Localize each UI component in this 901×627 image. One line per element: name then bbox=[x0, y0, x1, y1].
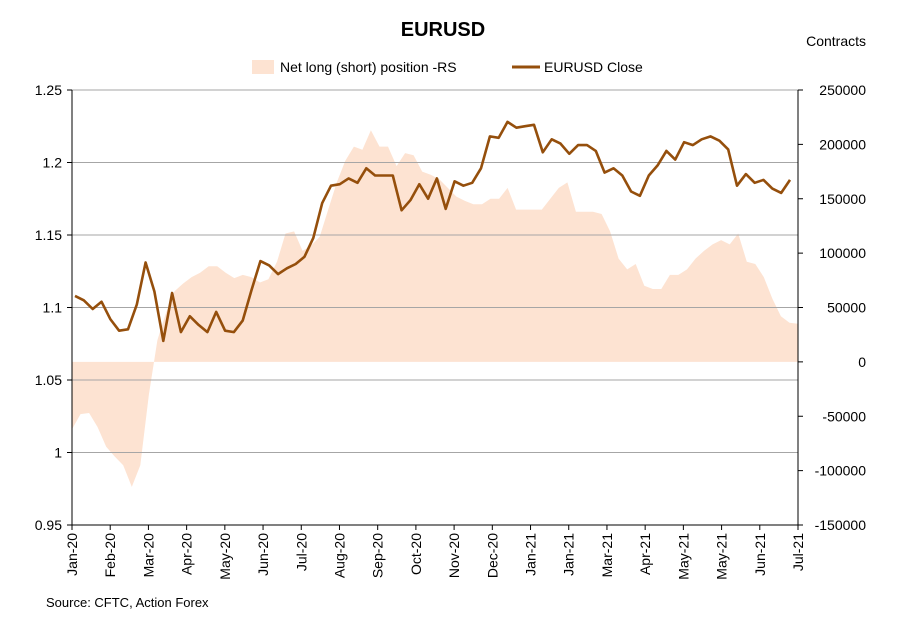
x-axis-tick-label: Jan-20 bbox=[64, 533, 80, 576]
x-axis-tick-label: Dec-20 bbox=[484, 533, 500, 578]
right-axis-tick-label: 250000 bbox=[819, 82, 866, 98]
right-axis-tick-label: 150000 bbox=[819, 191, 866, 207]
x-axis-tick-label: Sep-20 bbox=[370, 533, 386, 578]
x-axis-tick-label: Jan-21 bbox=[523, 533, 539, 576]
x-axis-tick-label: Oct-20 bbox=[408, 533, 424, 575]
x-axis-tick-label: Feb-20 bbox=[102, 533, 118, 578]
x-axis-tick-label: Mar-20 bbox=[140, 533, 156, 578]
left-axis-tick-label: 1.2 bbox=[43, 155, 63, 171]
legend-label-eurusd-close: EURUSD Close bbox=[544, 59, 643, 75]
chart-title: EURUSD bbox=[401, 19, 485, 41]
right-axis-tick-label: 100000 bbox=[819, 245, 866, 261]
area-layer bbox=[72, 130, 798, 487]
eurusd-close-line bbox=[74, 120, 792, 343]
x-axis-tick-label: Jun-20 bbox=[255, 533, 271, 576]
x-axis-tick-label: Jul-20 bbox=[293, 533, 309, 571]
x-axis-tick-label: May-21 bbox=[714, 533, 730, 580]
net-position-area bbox=[72, 130, 798, 487]
x-axis-tick-label: May-20 bbox=[217, 533, 233, 580]
legend-swatch-net-position bbox=[252, 60, 274, 74]
right-axis-tick-label: 200000 bbox=[819, 136, 866, 152]
left-axis-tick-label: 1.25 bbox=[35, 82, 62, 98]
x-axis-tick-label: Nov-20 bbox=[446, 533, 462, 578]
right-axis-tick-label: -50000 bbox=[822, 408, 866, 424]
legend: Net long (short) position -RS EURUSD Clo… bbox=[252, 59, 643, 75]
left-axis-tick-label: 1.1 bbox=[43, 300, 63, 316]
x-axis-tick-label: May-21 bbox=[675, 533, 691, 580]
label-layer: 0.95 1 1.05 1.1 1.15 1.2 1.25 -150000 -100000 -50… bbox=[35, 82, 866, 580]
left-axis-tick-label: 1 bbox=[54, 445, 62, 461]
right-axis-tick-label: -150000 bbox=[815, 517, 867, 533]
left-axis-tick-label: 1.15 bbox=[35, 227, 62, 243]
axis-layer bbox=[67, 89, 803, 530]
x-axis-tick-label: Mar-21 bbox=[599, 533, 615, 578]
right-axis-unit-label: Contracts bbox=[806, 33, 866, 49]
left-axis-tick-label: 0.95 bbox=[35, 517, 62, 533]
line-layer bbox=[74, 120, 792, 343]
x-axis-tick-label: Apr-21 bbox=[637, 533, 653, 575]
right-axis-tick-label: -100000 bbox=[815, 463, 867, 479]
x-axis-tick-label: Apr-20 bbox=[179, 533, 195, 575]
right-axis-tick-label: 50000 bbox=[827, 300, 866, 316]
x-axis-tick-label: Jan-21 bbox=[561, 533, 577, 576]
grid-layer bbox=[72, 89, 798, 453]
left-axis-tick-label: 1.05 bbox=[35, 372, 62, 388]
x-axis-tick-label: Jul-21 bbox=[790, 533, 806, 571]
source-note: Source: CFTC, Action Forex bbox=[46, 595, 209, 610]
legend-label-net-position: Net long (short) position -RS bbox=[280, 59, 457, 75]
right-axis-tick-label: 0 bbox=[858, 354, 866, 370]
x-axis-tick-label: Jun-21 bbox=[752, 533, 768, 576]
x-axis-tick-label: Aug-20 bbox=[331, 533, 347, 578]
